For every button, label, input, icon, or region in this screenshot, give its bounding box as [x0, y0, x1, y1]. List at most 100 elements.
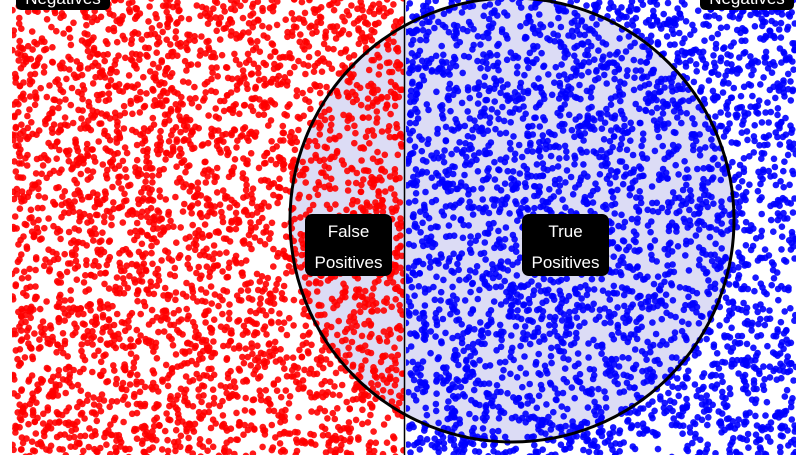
dot: [12, 213, 19, 220]
dot: [66, 364, 73, 371]
dot: [118, 319, 126, 326]
dot: [316, 157, 324, 165]
dot: [360, 176, 367, 183]
dot: [396, 392, 403, 400]
dot: [227, 89, 235, 96]
dot: [474, 168, 482, 175]
dot: [455, 266, 463, 274]
dot: [557, 441, 565, 449]
dot: [467, 233, 474, 240]
dot: [228, 392, 236, 400]
dot: [240, 431, 247, 439]
dot: [480, 12, 488, 20]
dot: [675, 392, 682, 400]
dot: [497, 89, 504, 97]
dot: [354, 17, 362, 25]
dot: [103, 207, 111, 215]
dot: [56, 146, 63, 154]
dot: [149, 114, 157, 122]
dot: [94, 62, 102, 70]
dot: [149, 85, 156, 93]
dot: [674, 375, 681, 382]
dot: [391, 94, 399, 102]
dot: [712, 113, 719, 120]
dot: [355, 40, 363, 48]
dot: [653, 18, 661, 26]
dot: [172, 193, 179, 201]
dot: [208, 75, 215, 83]
dot: [59, 88, 67, 96]
dot: [309, 201, 317, 209]
dot: [359, 207, 367, 214]
dot: [420, 201, 428, 209]
dot: [15, 14, 23, 22]
dot: [141, 430, 149, 438]
dot: [770, 332, 777, 340]
dot: [241, 421, 249, 429]
dot: [625, 334, 633, 342]
dot: [115, 204, 122, 212]
dot: [324, 415, 331, 422]
dot: [200, 170, 207, 177]
dot: [675, 171, 682, 178]
dot: [258, 273, 266, 280]
dot: [47, 325, 55, 332]
dot: [72, 74, 79, 81]
dot: [172, 426, 180, 434]
dot: [177, 432, 185, 440]
dot: [306, 206, 313, 214]
dot: [777, 448, 784, 455]
dot: [278, 290, 286, 297]
dot: [563, 148, 570, 155]
dot: [406, 5, 410, 12]
dot: [210, 242, 218, 249]
dot: [280, 282, 288, 290]
dot: [84, 339, 91, 347]
dot: [53, 433, 61, 441]
dot: [741, 262, 748, 269]
dot: [145, 44, 152, 52]
dot: [18, 188, 26, 195]
dot: [343, 449, 351, 455]
dot: [239, 14, 247, 22]
dot: [197, 415, 205, 422]
dot: [123, 173, 130, 181]
dot: [54, 341, 61, 349]
dot: [421, 302, 429, 309]
dot: [467, 352, 474, 360]
dot: [368, 402, 376, 410]
dot: [163, 36, 170, 43]
dot: [22, 154, 29, 162]
dot: [629, 22, 637, 29]
dot: [83, 145, 91, 153]
dot: [83, 140, 91, 148]
dot: [301, 366, 308, 374]
dot: [40, 262, 48, 270]
dot: [75, 311, 82, 318]
dot: [175, 254, 182, 262]
dot: [373, 374, 380, 381]
dot: [766, 374, 774, 381]
dot: [165, 13, 172, 21]
dot: [709, 142, 716, 150]
dot: [279, 359, 287, 366]
dot: [25, 324, 32, 332]
dot: [176, 145, 184, 153]
dot: [282, 387, 290, 394]
dot: [336, 297, 344, 304]
dot: [199, 443, 207, 451]
dot: [105, 316, 113, 324]
dot: [191, 246, 199, 254]
dot: [66, 371, 74, 378]
dot: [256, 306, 263, 314]
dot: [133, 354, 140, 361]
dot: [77, 170, 85, 178]
dot: [184, 163, 191, 170]
dot: [754, 308, 761, 316]
dot: [119, 396, 127, 404]
dot: [170, 310, 177, 317]
dot: [409, 127, 417, 135]
dot: [12, 188, 17, 196]
dot: [134, 371, 141, 379]
dot: [39, 420, 47, 427]
